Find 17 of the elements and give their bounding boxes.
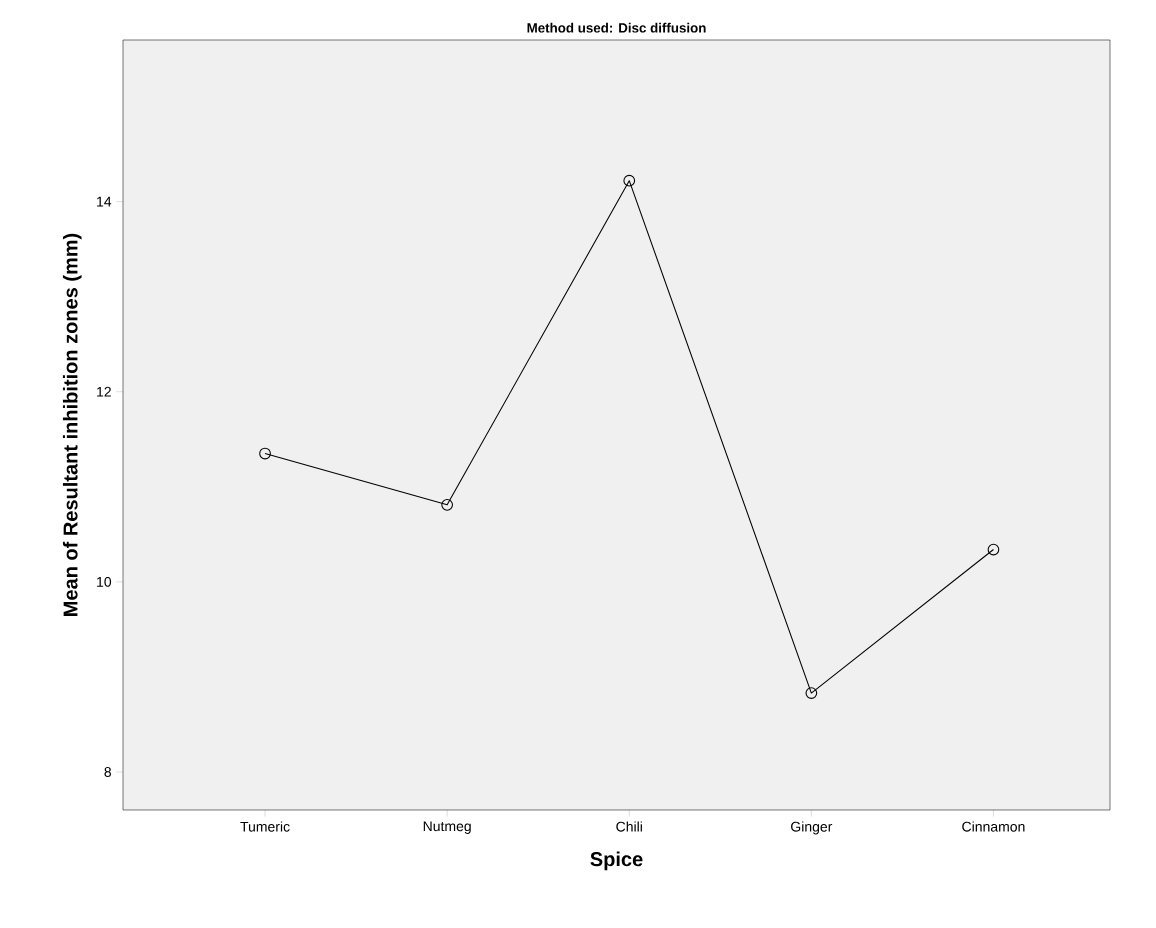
point (259, 447, 271, 460)
point (805, 687, 818, 699)
point (441, 498, 454, 511)
point (623, 174, 636, 187)
x-tick-label: Tumeric (240, 821, 290, 832)
y-tick-label: 12 (97, 386, 111, 397)
y-tick-label: 10 (97, 576, 112, 587)
x-tick-label: Chili (616, 821, 642, 832)
y-axis-title: Mean of Resultant inhibition zones (mm) (62, 233, 82, 616)
chart-title: Method used: Disc diffusion (527, 22, 706, 33)
x-axis-title: Spice (590, 851, 643, 871)
x-tick-label: Ginger (791, 821, 833, 835)
y-tick-label: 8 (104, 767, 112, 777)
point (987, 543, 1000, 556)
y-tick-label: 14 (97, 196, 112, 207)
x-tick-label: Nutmeg (423, 821, 471, 834)
x-tick-label: Cinnamon (962, 821, 1025, 832)
